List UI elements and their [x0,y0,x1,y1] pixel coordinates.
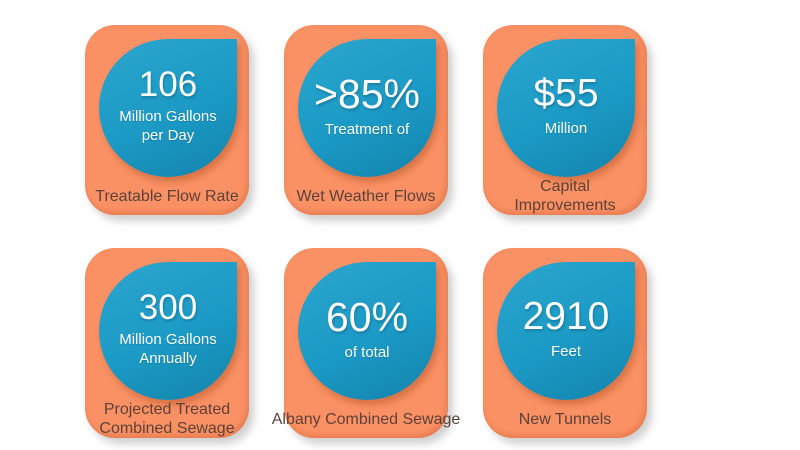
stat-card-albany-combined-sewage: 60% of total Albany Combined Sewage [272,248,460,438]
stat-caption: Wet Weather Flows [296,187,436,205]
water-drop-shape: 60% of total [298,262,436,400]
water-drop-shape: 2910 Feet [497,262,635,400]
water-drop-shape: 106 Million Gallons per Day [99,39,237,177]
stat-card-grid: 106 Million Gallons per Day Treatable Flo… [85,25,647,438]
water-drop-shape: $55 Million [497,39,635,177]
stat-value: 300 [138,287,198,327]
stat-value: 2910 [522,295,610,339]
stat-card-treatable-flow-rate: 106 Million Gallons per Day Treatable Flo… [85,25,249,215]
stat-caption: Treatable Flow Rate [95,187,239,205]
stat-value: 106 [138,64,198,104]
stat-value: $55 [533,72,599,116]
water-drop-shape: 300 Million Gallons Annually [99,262,237,400]
stat-caption: Projected Treated Combined Sewage [99,401,235,437]
stat-unit: Treatment of [324,121,410,139]
stat-unit: of total [344,344,390,362]
stat-card-wet-weather-flows: >85% Treatment of Wet Weather Flows [284,25,448,215]
stat-value: >85% [313,70,420,117]
stat-card-capital-improvements: $55 Million Capital Improvements [483,25,647,215]
stat-caption: Albany Combined Sewage [271,410,461,428]
stat-unit: Million Gallons per Day [119,108,217,145]
stat-caption: Capital Improvements [514,178,616,214]
stat-unit: Million Gallons Annually [119,331,217,368]
water-drop-shape: >85% Treatment of [298,39,436,177]
stat-card-new-tunnels: 2910 Feet New Tunnels [483,248,647,438]
stat-unit: Million [544,119,588,137]
stat-caption: New Tunnels [518,410,612,428]
stat-card-projected-treated-sewage: 300 Million Gallons Annually Projected Tr… [85,248,249,438]
stat-value: 60% [325,293,409,340]
stat-unit: Feet [550,342,581,360]
